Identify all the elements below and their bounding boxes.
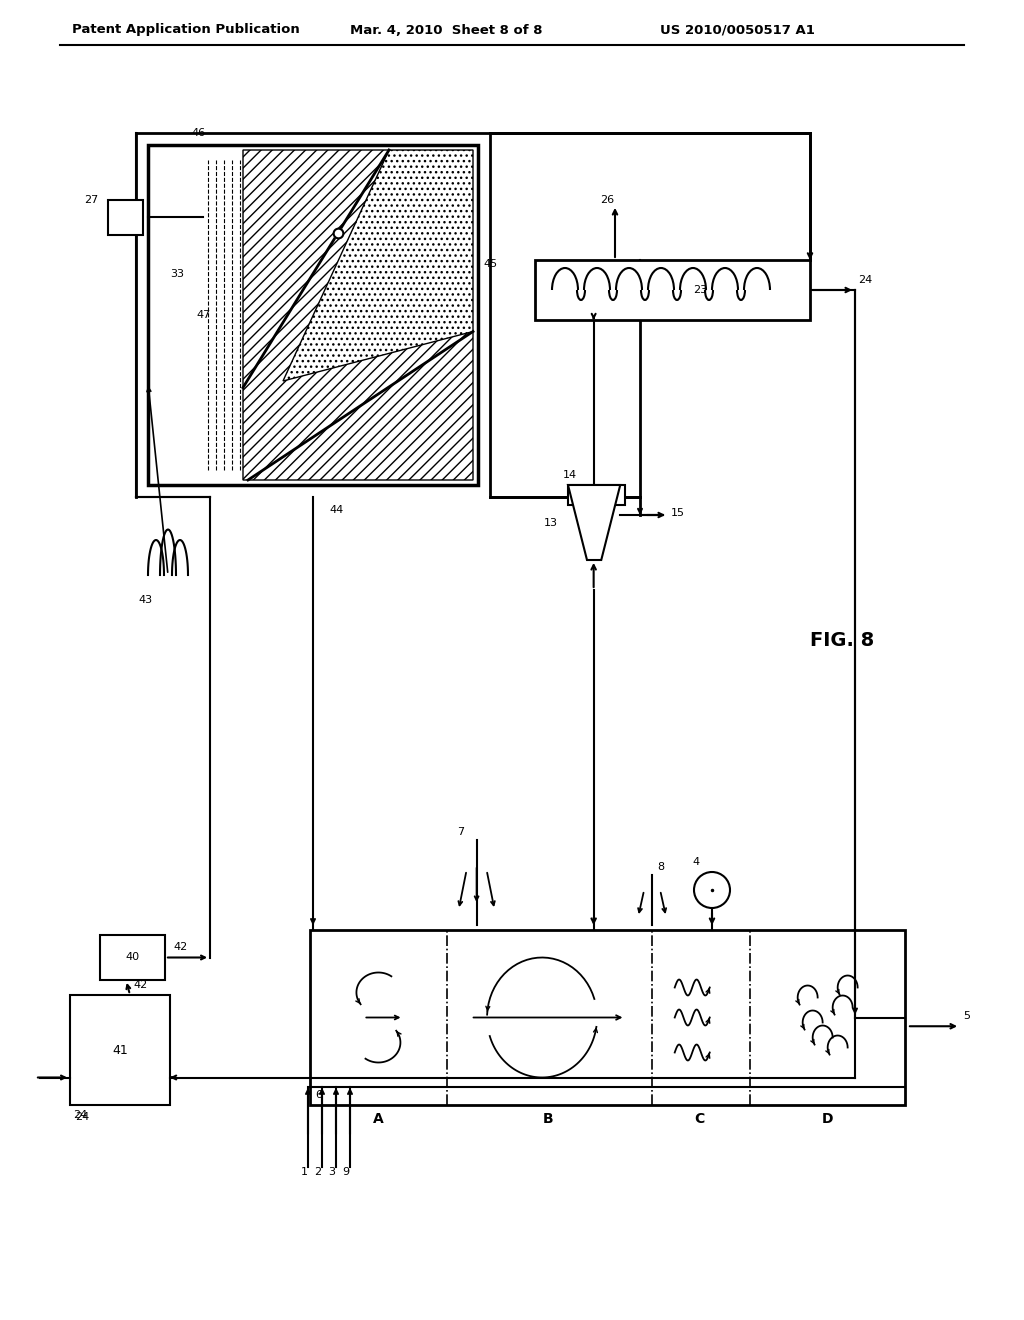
Text: 46: 46	[190, 128, 205, 139]
Text: US 2010/0050517 A1: US 2010/0050517 A1	[660, 24, 815, 37]
Polygon shape	[535, 260, 810, 319]
Polygon shape	[310, 931, 905, 1105]
Text: 3: 3	[329, 1167, 336, 1177]
Text: 8: 8	[657, 862, 665, 873]
Text: B: B	[543, 1111, 553, 1126]
Text: 23: 23	[693, 285, 707, 294]
Text: 41: 41	[112, 1044, 128, 1056]
Text: 24: 24	[73, 1110, 87, 1119]
Text: 47: 47	[196, 310, 210, 319]
Text: FIG. 8: FIG. 8	[810, 631, 874, 649]
Text: 43: 43	[138, 595, 153, 605]
Text: 7: 7	[457, 828, 464, 837]
Circle shape	[694, 873, 730, 908]
Text: D: D	[822, 1111, 834, 1126]
Polygon shape	[283, 150, 473, 381]
Text: 9: 9	[342, 1167, 349, 1177]
Text: 24: 24	[75, 1111, 89, 1122]
Text: 24: 24	[858, 275, 872, 285]
Text: 44: 44	[330, 506, 344, 515]
Polygon shape	[108, 201, 143, 235]
Text: 1: 1	[300, 1167, 307, 1177]
Text: C: C	[694, 1111, 705, 1126]
Text: 33: 33	[170, 269, 184, 280]
Text: 6: 6	[315, 1090, 322, 1100]
Text: 27: 27	[84, 195, 98, 205]
Text: Patent Application Publication: Patent Application Publication	[72, 24, 300, 37]
Text: 40: 40	[125, 953, 139, 962]
Polygon shape	[243, 150, 473, 480]
Text: 42: 42	[173, 942, 187, 953]
Text: 45: 45	[483, 259, 497, 269]
Text: 5: 5	[963, 1011, 970, 1022]
Text: Mar. 4, 2010  Sheet 8 of 8: Mar. 4, 2010 Sheet 8 of 8	[350, 24, 543, 37]
Text: 2: 2	[314, 1167, 322, 1177]
Text: 42: 42	[133, 979, 147, 990]
Polygon shape	[568, 484, 621, 560]
Text: A: A	[373, 1111, 384, 1126]
Polygon shape	[148, 145, 478, 484]
Text: 4: 4	[692, 857, 699, 867]
Polygon shape	[100, 935, 165, 979]
Text: 14: 14	[563, 470, 578, 480]
Text: 13: 13	[544, 517, 558, 528]
Text: 15: 15	[671, 508, 685, 517]
Polygon shape	[568, 484, 625, 506]
Text: 26: 26	[600, 195, 614, 205]
Polygon shape	[70, 995, 170, 1105]
